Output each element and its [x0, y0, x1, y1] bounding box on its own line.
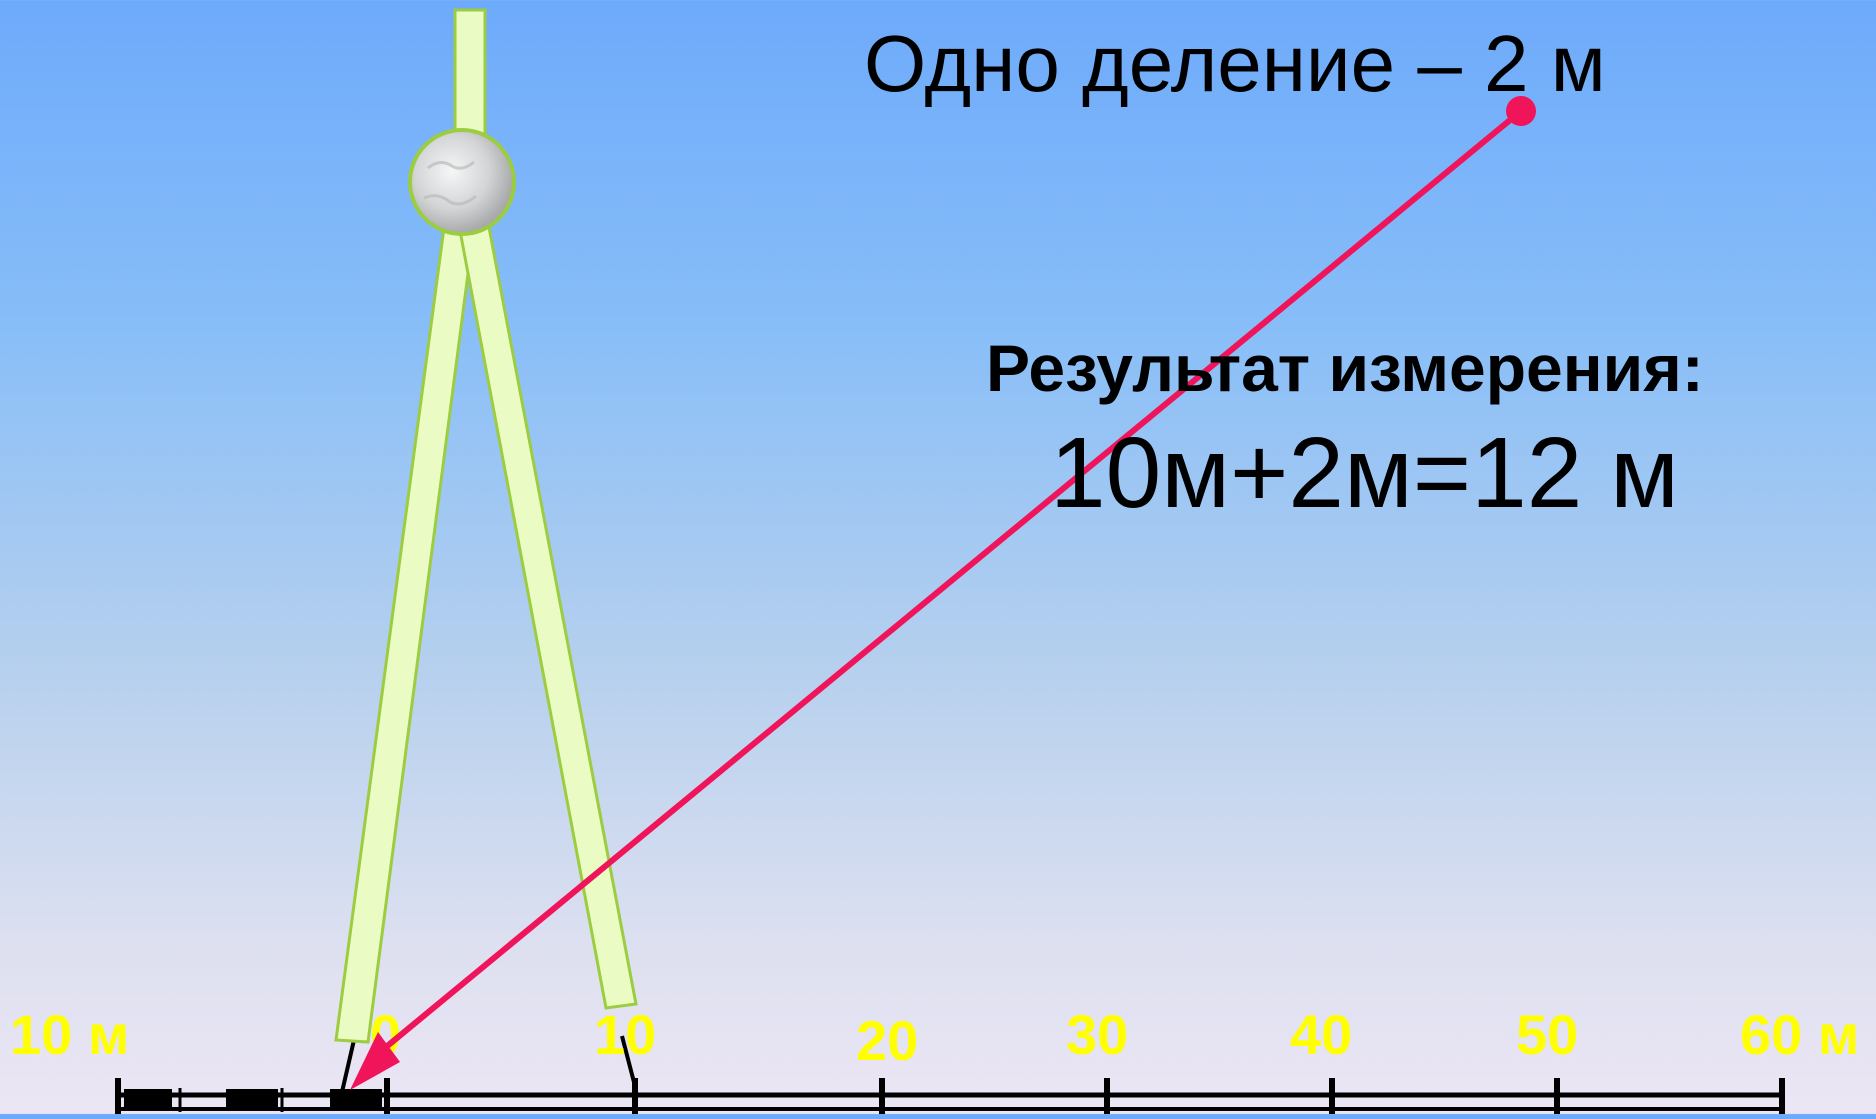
scale-label-50: 50 — [1516, 1003, 1578, 1066]
scale-label-20: 20 — [856, 1009, 918, 1072]
scale-subdivision-block — [226, 1089, 278, 1111]
scale-label-60m: 60 м — [1740, 1003, 1859, 1066]
pointer-arrow-shaft — [378, 108, 1523, 1055]
scale-subdivision-block — [124, 1089, 172, 1111]
compass-hinge — [408, 128, 516, 236]
compass-hinge-texture — [423, 160, 477, 206]
scale-note: Одно деление – 2 м — [864, 19, 1606, 108]
pointer-arrow-start-dot — [1506, 96, 1536, 126]
result-title: Результат измерения: — [986, 331, 1704, 405]
compass-right-leg — [456, 218, 638, 1010]
pointer-arrow-head — [350, 1032, 400, 1090]
scale-label-30: 30 — [1066, 1003, 1128, 1066]
compass-left-tip — [340, 1039, 356, 1093]
scale-subdivision-block — [330, 1089, 382, 1111]
scale-label-10: 10 — [594, 1003, 656, 1066]
result-formula: 10м+2м=12 м — [1050, 417, 1679, 529]
compass-left-leg — [334, 218, 477, 1044]
scale-label-10m-left: 10 м — [10, 1003, 129, 1066]
scale-ruler: 10 м 0 10 20 30 40 50 60 м — [10, 1003, 1859, 1114]
compass-handle — [453, 8, 487, 142]
compass-icon — [334, 8, 638, 1093]
scale-label-40: 40 — [1290, 1003, 1352, 1066]
pointer-arrow — [350, 96, 1536, 1090]
